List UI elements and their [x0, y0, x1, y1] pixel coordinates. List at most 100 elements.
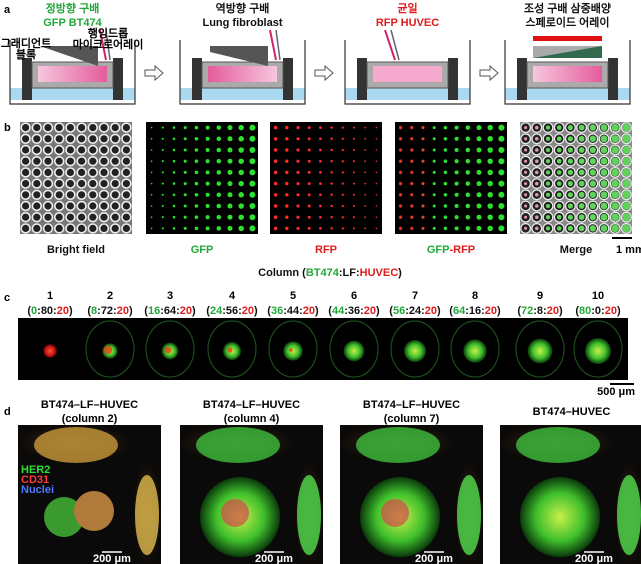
spheroid	[535, 204, 539, 208]
pillar	[22, 58, 32, 100]
spheroid	[556, 125, 562, 130]
pillar	[192, 58, 202, 100]
spheroid	[375, 194, 378, 196]
xz-spheroid	[516, 427, 600, 463]
spheroid	[352, 148, 356, 152]
spheroid	[443, 137, 448, 141]
spheroid	[273, 181, 278, 186]
step-subtitle: 스페로이드 어레이	[525, 15, 609, 29]
label-part: 56	[393, 305, 405, 317]
spheroid	[487, 180, 493, 187]
spheroid	[296, 193, 300, 197]
yz-spheroid	[617, 475, 641, 555]
spheroid	[600, 191, 608, 199]
panel-label: a	[4, 4, 11, 16]
well-image	[31, 178, 42, 189]
well-image	[53, 167, 65, 178]
spheroid	[227, 181, 233, 187]
spheroid	[398, 159, 403, 163]
spheroid	[341, 137, 344, 140]
spheroid	[307, 182, 311, 186]
spheroid	[611, 146, 619, 154]
spheroid	[589, 214, 596, 221]
spheroid	[375, 171, 378, 174]
spheroid	[498, 225, 505, 232]
spheroid	[249, 191, 256, 198]
well-image	[109, 122, 121, 133]
label-part: BT474	[306, 267, 340, 279]
label-part: )	[315, 305, 319, 317]
spheroid	[216, 170, 222, 175]
spheroid	[410, 125, 414, 130]
label-part: )	[129, 305, 133, 317]
spheroid	[330, 193, 333, 197]
well-image	[42, 156, 54, 167]
spheroid	[589, 225, 596, 232]
medium	[208, 66, 277, 82]
droplet	[515, 320, 565, 378]
spheroid	[273, 137, 278, 141]
spheroid	[330, 159, 333, 163]
label-part: 20	[485, 305, 497, 317]
spheroid	[227, 158, 233, 164]
well-image	[42, 212, 54, 223]
spheroid	[487, 225, 493, 232]
spheroid	[578, 147, 585, 153]
spheroid	[524, 126, 528, 130]
spheroid	[172, 171, 176, 174]
spheroid	[465, 214, 471, 220]
well-image	[20, 223, 31, 234]
well-image	[42, 189, 54, 201]
spheroid	[341, 171, 344, 174]
well-image	[65, 144, 76, 156]
well-image	[42, 200, 54, 212]
well-image	[109, 178, 121, 189]
spheroid	[375, 182, 378, 185]
yz-spheroid	[457, 475, 481, 555]
spheroid	[454, 159, 459, 164]
spheroid	[161, 204, 164, 208]
xz-spheroid	[34, 427, 118, 463]
spheroid	[454, 203, 459, 209]
spheroid	[600, 146, 608, 154]
spheroid	[600, 213, 608, 221]
spheroid	[498, 124, 505, 131]
droplet	[145, 320, 195, 378]
spheroid	[319, 126, 322, 129]
spheroid	[319, 204, 322, 208]
spheroid	[352, 193, 356, 196]
spheroid-core	[289, 348, 293, 352]
spheroid	[375, 205, 378, 207]
spheroid	[498, 203, 505, 209]
well-image	[53, 122, 65, 133]
medium	[533, 66, 602, 82]
spheroid	[443, 181, 448, 186]
spheroid	[421, 182, 425, 186]
spheroid	[498, 180, 505, 187]
scale-bar-label: 200 μm	[93, 553, 131, 564]
panel-label: c	[4, 292, 10, 304]
spheroid	[283, 341, 303, 361]
well-image	[65, 223, 76, 234]
spheroid	[238, 180, 244, 187]
spheroid	[273, 226, 278, 231]
spheroid	[498, 147, 505, 153]
spheroid	[524, 182, 528, 186]
label-part: (	[328, 305, 332, 317]
spheroid	[238, 124, 244, 131]
well-water	[505, 88, 630, 100]
spheroid	[273, 204, 278, 208]
spheroid	[545, 159, 551, 164]
spheroid	[498, 135, 505, 142]
spheroid	[443, 226, 448, 231]
spheroid	[589, 135, 596, 142]
label-part: GFP	[427, 244, 450, 256]
spheroid	[285, 137, 289, 141]
column-number: 7	[412, 290, 418, 302]
spheroid	[589, 158, 596, 165]
spheroid	[285, 148, 289, 152]
spheroid	[238, 169, 244, 176]
label-part: 20	[364, 305, 376, 317]
spheroid	[161, 216, 164, 219]
spheroid	[520, 477, 600, 557]
